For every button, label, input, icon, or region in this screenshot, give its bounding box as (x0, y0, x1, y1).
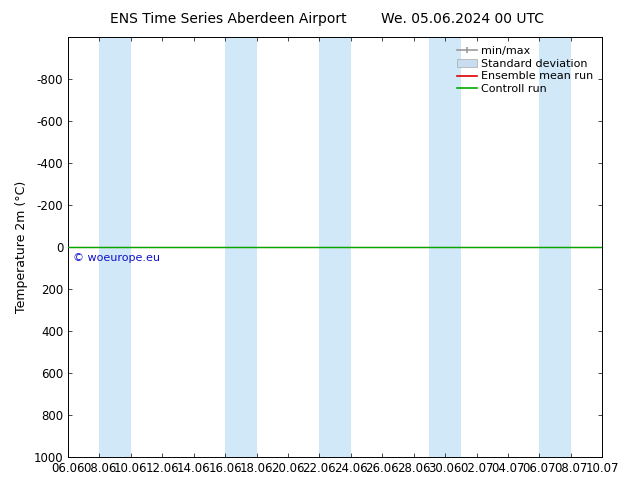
Legend: min/max, Standard deviation, Ensemble mean run, Controll run: min/max, Standard deviation, Ensemble me… (453, 43, 597, 98)
Bar (320, 37, 351, 457)
Text: ENS Time Series Aberdeen Airport: ENS Time Series Aberdeen Airport (110, 12, 347, 26)
Bar (225, 37, 257, 457)
Y-axis label: Temperature 2m (°C): Temperature 2m (°C) (15, 181, 28, 313)
Text: We. 05.06.2024 00 UTC: We. 05.06.2024 00 UTC (381, 12, 545, 26)
Bar (100, 37, 131, 457)
Bar (540, 37, 571, 457)
Text: © woeurope.eu: © woeurope.eu (74, 253, 160, 264)
Bar (429, 37, 461, 457)
